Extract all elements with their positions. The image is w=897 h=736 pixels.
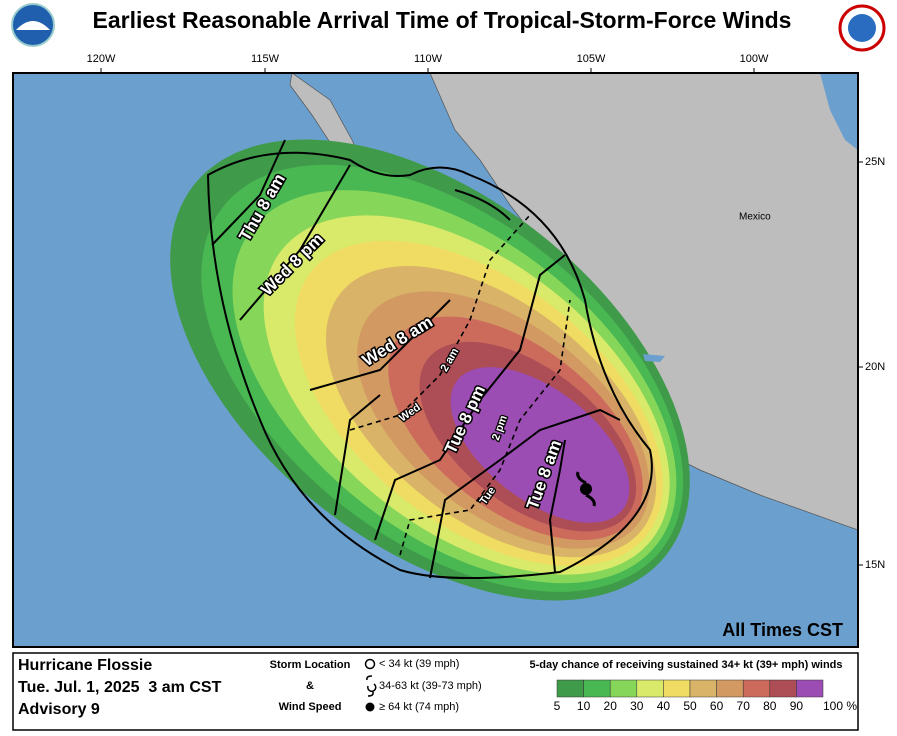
map: Mexico Thu 8 am Wed 8 pm Wed 8 am Tue 8 … (13, 73, 858, 647)
lon-label: 100W (740, 53, 769, 65)
lon-label: 120W (87, 53, 116, 65)
lake (643, 354, 665, 362)
key-item: ≥ 64 kt (74 mph) (379, 701, 459, 713)
storm-symbol (576, 471, 596, 507)
nws-logo-inner (848, 14, 876, 42)
key-item: < 34 kt (39 mph) (379, 658, 459, 670)
contour-line (309, 299, 451, 391)
legend-swatch (689, 679, 717, 698)
map-frame (12, 72, 859, 648)
legend-label: 5 (554, 699, 561, 713)
contour-line (239, 164, 351, 321)
legend: 5 10 20 30 40 50 60 70 80 90 100 % (554, 679, 857, 713)
advisory-time: Tue. Jul. 1, 2025 3 am CST (18, 679, 222, 696)
lat-label: 20N (865, 361, 885, 373)
legend-label: 90 (790, 699, 804, 713)
key-title: Wind Speed (279, 701, 342, 713)
lat-label: 25N (865, 156, 885, 168)
legend-swatch (796, 679, 824, 698)
legend-swatch (663, 679, 691, 698)
legend-swatch (716, 679, 744, 698)
key-symbol (365, 702, 375, 712)
legend-label: 30 (630, 699, 644, 713)
graticule-labels: 120W 115W 110W 105W 100W 25N 20N 15N (87, 53, 886, 571)
advisory-number: Advisory 9 (18, 701, 100, 718)
legend-swatch (556, 679, 584, 698)
key-symbol (364, 658, 376, 670)
legend-label: 20 (604, 699, 618, 713)
contour-line (211, 139, 286, 246)
country-label: Mexico (739, 212, 771, 223)
legend-swatch (742, 679, 771, 698)
contour-line (374, 254, 566, 541)
contour-line (429, 408, 621, 579)
noaa-logo-bird (16, 21, 50, 30)
contour-line (334, 394, 381, 516)
contour-line (454, 189, 511, 221)
legend-swatch (769, 679, 797, 698)
times-note: All Times CST (722, 620, 843, 640)
contour-dashed (349, 214, 531, 431)
key-item: 34-63 kt (39-73 mph) (379, 680, 482, 692)
lat-label: 15N (865, 559, 885, 571)
legend-label: 60 (710, 699, 724, 713)
contour-dashed (399, 299, 571, 556)
key-title: Storm Location (270, 659, 351, 671)
key-symbol (366, 675, 377, 697)
storm-name: Hurricane Flossie (18, 657, 152, 674)
legend-label: 40 (657, 699, 671, 713)
legend-label: 50 (683, 699, 697, 713)
lon-label: 105W (577, 53, 606, 65)
legend-label: 10 (577, 699, 591, 713)
lon-label: 110W (414, 53, 443, 65)
key-title: & (306, 680, 314, 692)
legend-label: 70 (737, 699, 751, 713)
legend-swatch (609, 679, 638, 698)
contour-line (548, 439, 566, 573)
title: Earliest Reasonable Arrival Time of Trop… (93, 7, 792, 33)
lon-label: 115W (251, 53, 280, 65)
legend-title: 5-day chance of receiving sustained 34+ … (530, 659, 843, 671)
legend-label: 100 % (823, 699, 857, 713)
gulf-of-mexico (820, 73, 858, 150)
swath-outline (206, 151, 653, 580)
legend-swatch (636, 679, 664, 698)
legend-swatch (583, 679, 611, 698)
legend-label: 80 (763, 699, 777, 713)
